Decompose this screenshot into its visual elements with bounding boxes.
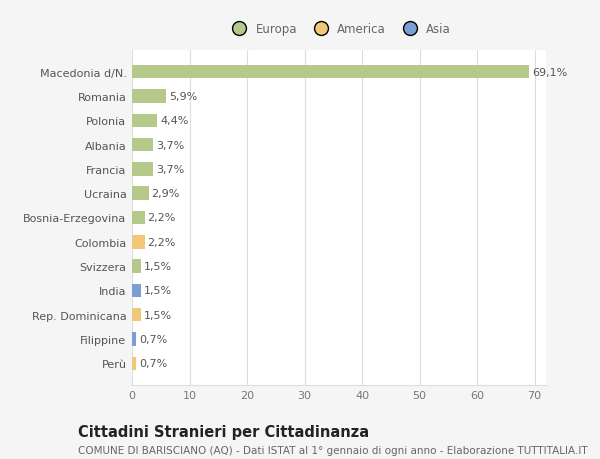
- Bar: [132, 357, 136, 370]
- Bar: [132, 260, 140, 273]
- Bar: [132, 187, 149, 201]
- Bar: [132, 163, 153, 176]
- Bar: [132, 66, 529, 79]
- Bar: [132, 308, 140, 322]
- Text: 1,5%: 1,5%: [143, 310, 172, 320]
- Text: 1,5%: 1,5%: [143, 286, 172, 296]
- Text: 4,4%: 4,4%: [160, 116, 188, 126]
- Text: 3,7%: 3,7%: [156, 140, 184, 150]
- Bar: [132, 90, 166, 103]
- Legend: Europa, America, Asia: Europa, America, Asia: [224, 20, 454, 39]
- Text: 0,7%: 0,7%: [139, 335, 167, 344]
- Text: 69,1%: 69,1%: [532, 67, 568, 78]
- Text: 1,5%: 1,5%: [143, 262, 172, 272]
- Text: 5,9%: 5,9%: [169, 92, 197, 101]
- Bar: [132, 139, 153, 152]
- Bar: [132, 333, 136, 346]
- Bar: [132, 235, 145, 249]
- Bar: [132, 114, 157, 128]
- Text: 3,7%: 3,7%: [156, 164, 184, 174]
- Text: 0,7%: 0,7%: [139, 358, 167, 369]
- Text: 2,2%: 2,2%: [148, 213, 176, 223]
- Text: 2,2%: 2,2%: [148, 237, 176, 247]
- Bar: [132, 284, 140, 297]
- Bar: [132, 211, 145, 225]
- Text: 2,9%: 2,9%: [152, 189, 180, 199]
- Text: COMUNE DI BARISCIANO (AQ) - Dati ISTAT al 1° gennaio di ogni anno - Elaborazione: COMUNE DI BARISCIANO (AQ) - Dati ISTAT a…: [78, 445, 587, 455]
- Text: Cittadini Stranieri per Cittadinanza: Cittadini Stranieri per Cittadinanza: [78, 425, 369, 440]
